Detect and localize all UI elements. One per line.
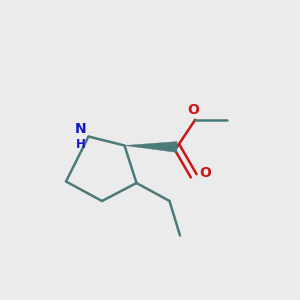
Text: O: O bbox=[187, 103, 199, 116]
Text: O: O bbox=[200, 166, 211, 180]
Text: N: N bbox=[75, 122, 87, 136]
Text: H: H bbox=[76, 137, 86, 151]
Polygon shape bbox=[124, 142, 177, 152]
